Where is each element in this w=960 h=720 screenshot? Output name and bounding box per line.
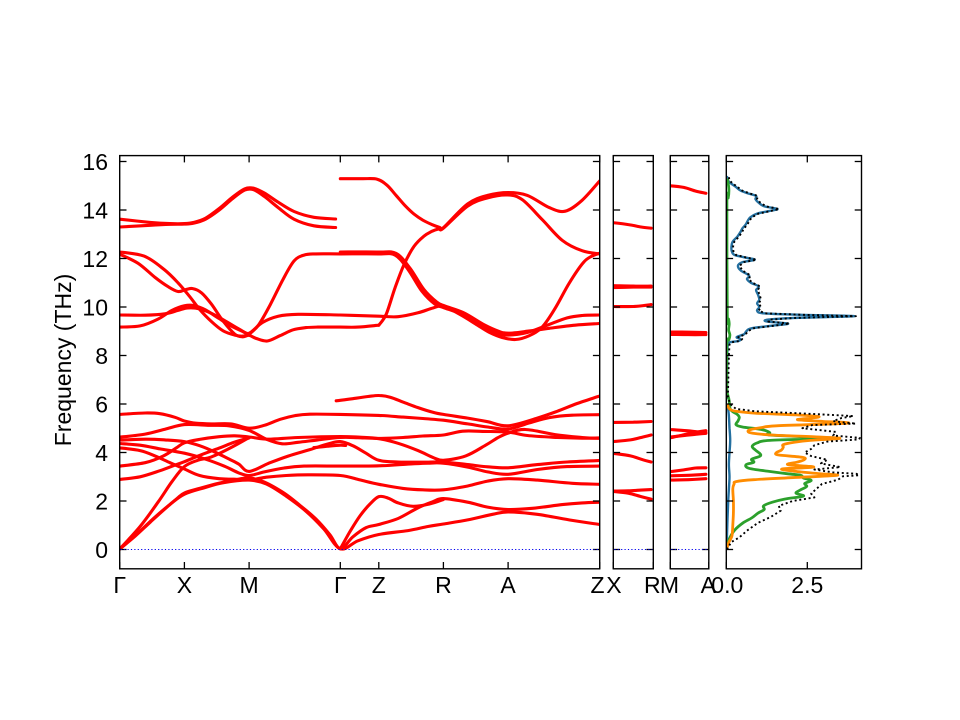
svg-text:X: X [606,572,621,598]
svg-text:A: A [500,572,516,598]
svg-text:Γ: Γ [113,572,126,598]
svg-text:0: 0 [95,537,108,563]
svg-text:6: 6 [95,391,108,417]
svg-text:Frequency (THz): Frequency (THz) [50,274,76,447]
svg-text:8: 8 [95,343,108,369]
svg-text:14: 14 [82,197,108,223]
svg-text:2: 2 [95,488,108,514]
svg-text:R: R [644,572,661,598]
svg-text:16: 16 [82,149,108,175]
svg-text:2.5: 2.5 [791,572,823,598]
svg-text:4: 4 [95,440,108,466]
svg-text:X: X [177,572,192,598]
svg-text:R: R [435,572,452,598]
svg-text:10: 10 [82,294,108,320]
svg-text:Z: Z [590,572,604,598]
svg-text:Γ: Γ [334,572,347,598]
svg-text:M: M [240,572,259,598]
svg-text:12: 12 [82,246,108,272]
svg-text:Z: Z [372,572,386,598]
svg-text:0.0: 0.0 [711,572,743,598]
svg-text:A: A [701,572,717,598]
svg-text:M: M [660,572,679,598]
